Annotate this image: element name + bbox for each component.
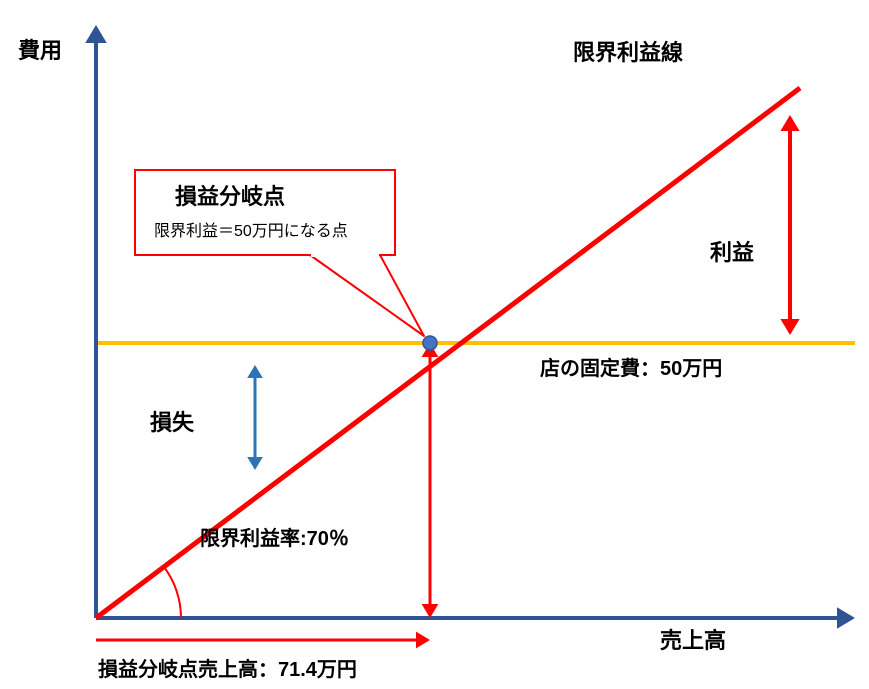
marginal-profit-line-label: 限界利益線 [573,40,683,65]
callout-box [135,170,395,255]
bep-sales-label: 損益分岐点売上高：71.4万円 [98,657,357,681]
callout-leader [310,255,424,336]
fixed-cost-label: 店の固定費：50万円 [540,356,722,380]
arrow-head [85,25,107,43]
profit-label: 利益 [710,240,754,265]
loss-label: 損失 [150,410,195,435]
arrow-head [416,632,430,649]
arrow-head [780,115,799,131]
callout-title: 損益分岐点 [175,184,285,209]
arrow-head [837,607,855,629]
ratio-label: 限界利益率:70％ [200,526,349,550]
x-axis-label: 売上高 [660,628,726,653]
arrow-head [247,457,263,470]
y-axis-label: 費用 [18,38,62,63]
angle-arc [163,566,181,618]
arrow-head [780,319,799,335]
arrow-head [247,365,263,378]
breakeven-point [423,336,437,350]
callout-sub: 限界利益＝50万円になる点 [154,222,348,240]
arrow-head [422,604,439,618]
